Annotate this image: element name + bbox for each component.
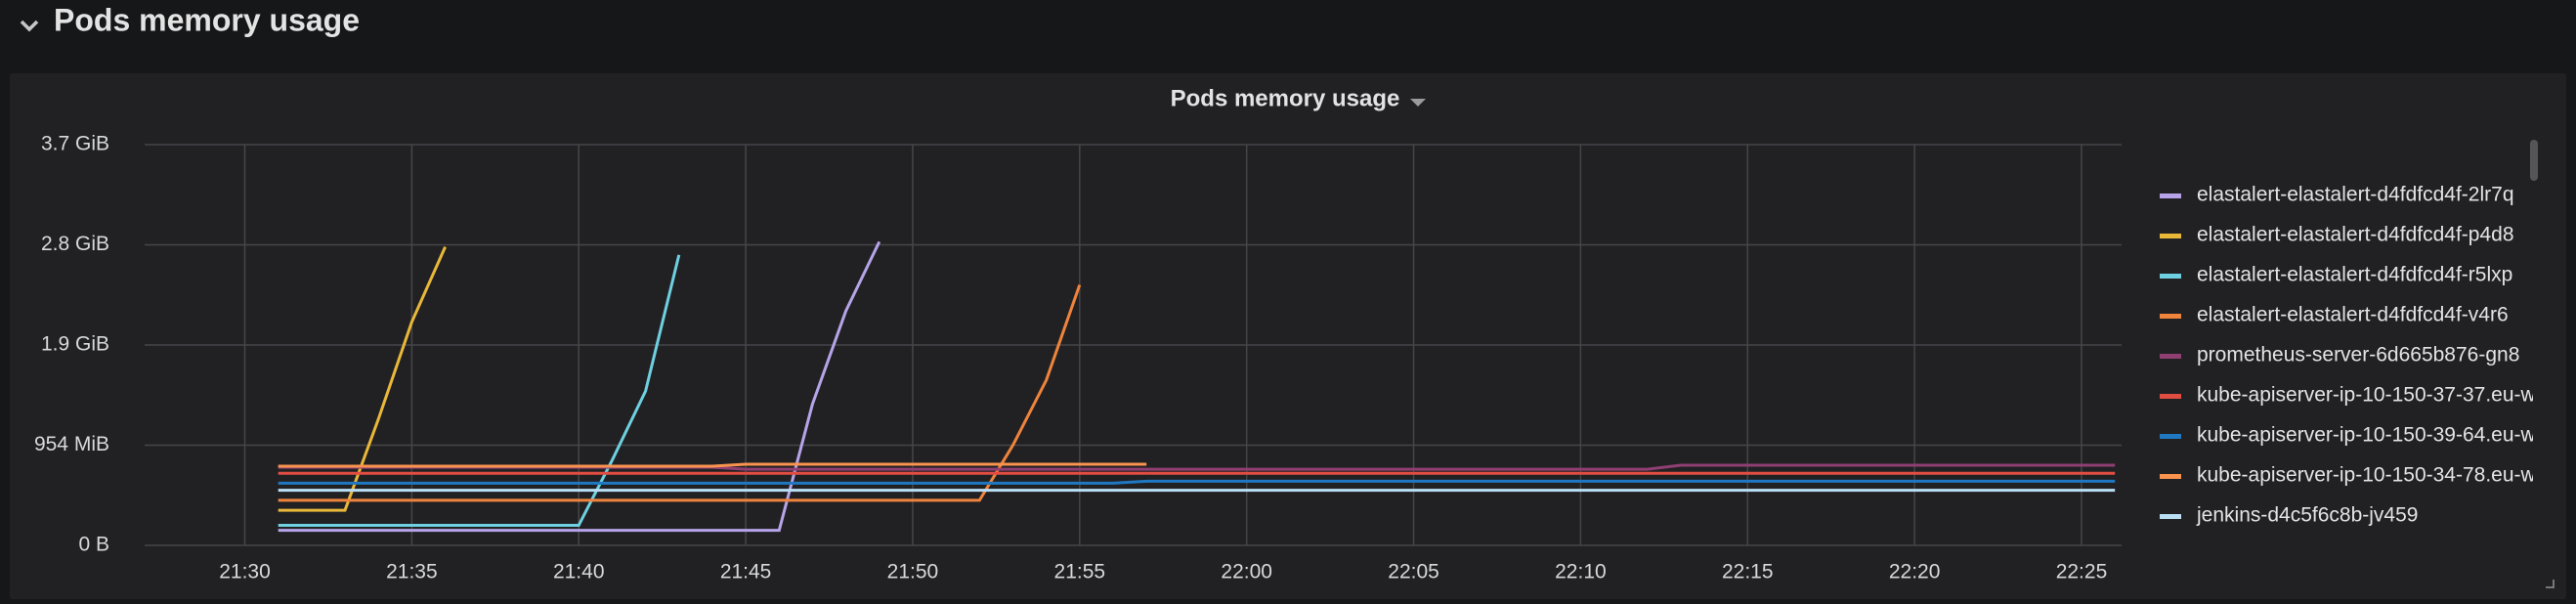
x-tick-label: 22:25 — [2056, 561, 2108, 583]
legend-scrollbar[interactable] — [2530, 140, 2538, 181]
legend-label: kube-apiserver-ip-10-150-37-37.eu-w — [2197, 384, 2537, 407]
legend-label: elastalert-elastalert-d4fdfcd4f-r5lxp — [2197, 264, 2512, 286]
x-tick-label: 21:45 — [720, 561, 772, 583]
series-line — [278, 254, 681, 527]
legend-label: prometheus-server-6d665b876-gn8 — [2197, 344, 2519, 367]
legend-swatch — [2160, 194, 2181, 198]
series-line — [278, 240, 881, 533]
panel-menu-caret[interactable] — [1410, 99, 1426, 107]
legend-swatch — [2160, 434, 2181, 439]
legend-swatch — [2160, 514, 2181, 519]
x-tick-label: 22:20 — [1889, 561, 1941, 583]
x-tick-label: 21:40 — [553, 561, 605, 583]
series-line — [278, 479, 2116, 485]
legend-label: kube-apiserver-ip-10-150-34-78.eu-w — [2197, 464, 2537, 487]
panel-title[interactable]: Pods memory usage — [1171, 85, 1400, 111]
legend-swatch — [2160, 314, 2181, 319]
y-tick-label: 3.7 GiB — [41, 133, 109, 155]
x-tick-label: 21:55 — [1054, 561, 1106, 583]
x-tick-label: 22:10 — [1555, 561, 1607, 583]
legend-swatch — [2160, 354, 2181, 359]
legend-label: elastalert-elastalert-d4fdfcd4f-v4r6 — [2197, 304, 2509, 326]
plot-area: 0 B 954 MiB 1.9 GiB 2.8 GiB 3.7 GiB 21:30 21:3… — [34, 133, 2122, 583]
legend-label: kube-apiserver-ip-10-150-39-64.eu-w — [2197, 424, 2537, 447]
legend-label: elastalert-elastalert-d4fdfcd4f-p4d8 — [2197, 224, 2514, 246]
legend-label: jenkins-d4c5f6c8b-jv459 — [2196, 504, 2418, 527]
legend-swatch — [2160, 274, 2181, 279]
series-line — [278, 284, 1082, 502]
y-tick-label: 2.8 GiB — [41, 233, 109, 255]
collapse-chevron[interactable] — [20, 20, 39, 32]
x-tick-label: 21:35 — [386, 561, 438, 583]
x-tick-label: 22:15 — [1722, 561, 1774, 583]
legend-swatch — [2160, 474, 2181, 479]
resize-handle[interactable] — [2546, 580, 2555, 588]
legend-swatch — [2160, 234, 2181, 238]
x-tick-label: 21:50 — [887, 561, 939, 583]
panel — [10, 73, 2566, 599]
y-tick-label: 0 B — [78, 534, 109, 556]
row-title[interactable]: Pods memory usage — [54, 2, 360, 37]
x-tick-label: 21:30 — [219, 561, 271, 583]
legend: elastalert-elastalert-d4fdfcd4f-2lr7q ela… — [2160, 184, 2537, 527]
series-line — [278, 462, 1147, 468]
x-tick-label: 22:05 — [1388, 561, 1439, 583]
y-tick-label: 1.9 GiB — [41, 333, 109, 356]
legend-swatch — [2160, 394, 2181, 399]
legend-label: elastalert-elastalert-d4fdfcd4f-2lr7q — [2197, 184, 2514, 206]
y-tick-label: 954 MiB — [34, 433, 109, 455]
x-tick-label: 22:00 — [1221, 561, 1272, 583]
